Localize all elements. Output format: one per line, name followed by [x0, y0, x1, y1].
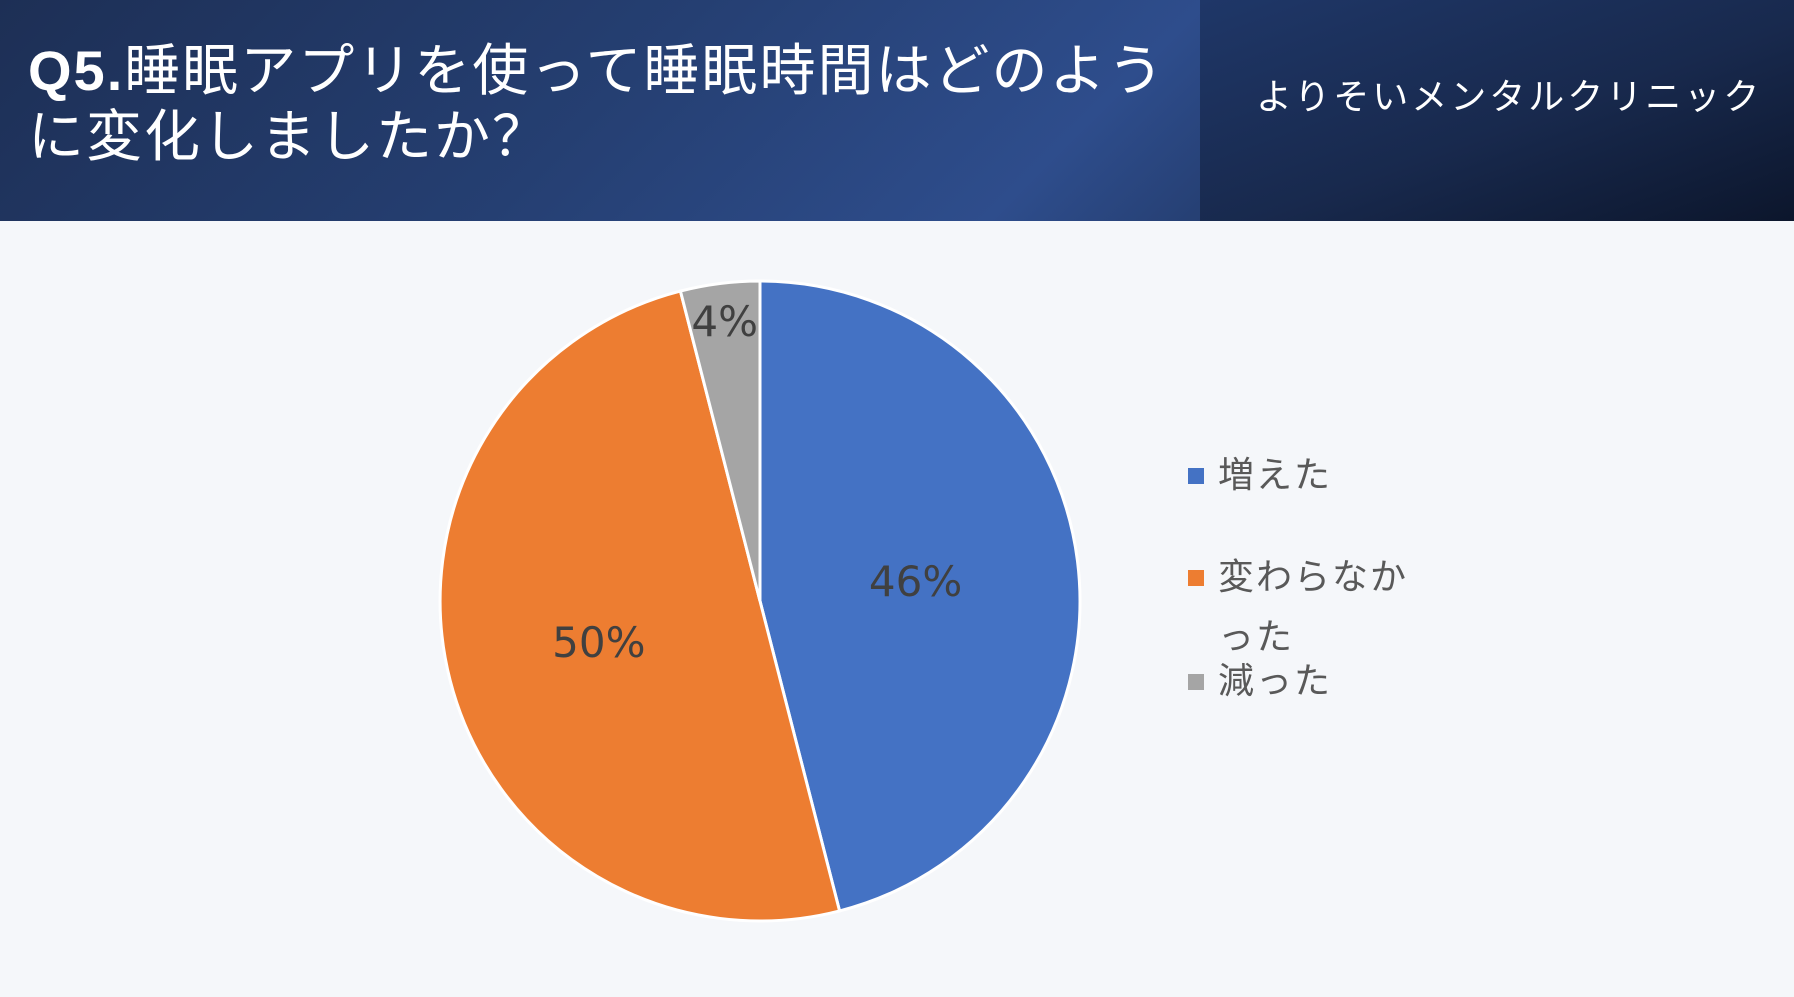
pie-label-increased: 46%	[869, 557, 962, 606]
legend-item-unchanged: 変わらなかった	[1188, 548, 1448, 668]
legend-label-increased: 増えた	[1218, 455, 1333, 496]
chart-legend: 増えた 変わらなかった 減った	[1188, 446, 1448, 712]
pie-label-unchanged: 50%	[552, 618, 645, 667]
question-text: 睡眠アプリを使って睡眠時間はどのように変化しましたか？	[28, 39, 1166, 170]
pie-slice-labels: 46% 50% 4%	[552, 297, 962, 667]
legend-item-increased: 増えた	[1188, 446, 1448, 506]
header-banner: Q5.睡眠アプリを使って睡眠時間はどのように変化しましたか？ よりそいメンタルク…	[0, 0, 1794, 221]
legend-swatch-increased	[1188, 468, 1204, 484]
pie-label-decreased: 4%	[691, 297, 758, 346]
legend-item-decreased: 減った	[1188, 652, 1448, 712]
chart-area: 46% 50% 4% 増えた 変わらなかった 減った	[0, 221, 1794, 997]
legend-swatch-decreased	[1188, 674, 1204, 690]
question-number: Q5.	[28, 39, 125, 102]
legend-label-decreased: 減った	[1218, 661, 1333, 702]
pie-slice-decreased	[678, 279, 762, 602]
page-title: Q5.睡眠アプリを使って睡眠時間はどのように変化しましたか？	[28, 38, 1188, 171]
pie-slices	[438, 279, 1082, 923]
pie-chart: 46% 50% 4%	[438, 279, 1082, 923]
pie-slice-increased	[758, 279, 1082, 913]
clinic-name: よりそいメンタルクリニック	[1256, 77, 1763, 118]
legend-swatch-unchanged	[1188, 570, 1204, 586]
legend-label-unchanged: 変わらなかった	[1218, 557, 1409, 658]
pie-slice-unchanged	[438, 289, 842, 923]
header-right-panel	[1200, 0, 1794, 221]
